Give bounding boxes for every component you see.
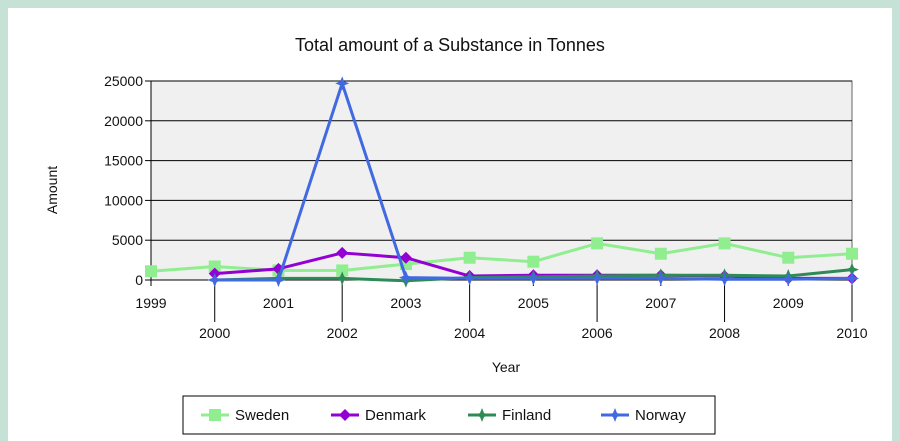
legend-item-norway: Norway <box>601 407 686 424</box>
data-point <box>653 271 668 286</box>
data-point <box>398 270 413 285</box>
legend-item-sweden: Sweden <box>201 407 289 424</box>
x-tick-label: 2007 <box>645 295 676 311</box>
data-point <box>335 76 350 91</box>
data-point <box>782 251 795 264</box>
x-tick-label: 2000 <box>199 325 230 341</box>
data-point <box>207 273 222 287</box>
data-point <box>591 237 604 250</box>
legend-label: Sweden <box>235 407 289 424</box>
y-axis: 0 5000 10000 15000 20000 25000 <box>104 73 152 288</box>
series-norway <box>207 76 859 287</box>
data-point <box>717 272 732 287</box>
data-point <box>336 264 349 277</box>
legend-item-finland: Finland <box>468 407 551 424</box>
data-point <box>208 260 221 273</box>
data-point <box>526 271 541 286</box>
x-tick-label: 2005 <box>518 295 549 311</box>
data-point <box>718 237 731 250</box>
y-tick-label: 0 <box>135 272 143 288</box>
x-tick-label: 2003 <box>390 295 421 311</box>
plot-area <box>150 80 853 281</box>
y-tick-label: 10000 <box>104 192 143 208</box>
data-point <box>145 265 157 278</box>
y-tick-label: 25000 <box>104 73 143 89</box>
legend: Sweden Denmark Finland Norway <box>182 395 716 435</box>
data-point <box>527 255 540 268</box>
data-point <box>335 271 350 286</box>
x-tick-label: 2002 <box>327 325 358 341</box>
x-tick-label: 2001 <box>263 295 294 311</box>
legend-swatch-marker <box>209 409 221 421</box>
legend-swatch-marker <box>339 409 351 421</box>
x-tick-label: 2004 <box>454 325 485 341</box>
data-point <box>845 271 859 286</box>
legend-swatch-marker <box>608 408 622 422</box>
chart: Total amount of a Substance in Tonnes 0 5… <box>44 35 868 435</box>
data-point <box>336 246 349 259</box>
x-tick-label: 2009 <box>773 295 804 311</box>
legend-swatch-marker <box>475 408 489 422</box>
legend-label: Denmark <box>365 407 426 424</box>
data-point <box>399 251 412 264</box>
legend-label: Finland <box>502 407 551 424</box>
data-point <box>590 271 605 286</box>
y-tick-label: 20000 <box>104 113 143 129</box>
legend-label: Norway <box>635 407 686 424</box>
y-tick-label: 5000 <box>112 232 143 248</box>
data-point <box>846 247 858 260</box>
x-tick-label: 1999 <box>135 295 166 311</box>
y-axis-title: Amount <box>44 166 60 214</box>
series-layer <box>145 76 859 288</box>
plot-background <box>150 80 853 281</box>
data-point <box>271 273 286 287</box>
data-point <box>463 251 476 264</box>
x-tick-label: 2010 <box>836 325 867 341</box>
x-tick-label: 2006 <box>582 325 613 341</box>
data-point <box>781 272 796 287</box>
x-axis-title: Year <box>492 359 521 375</box>
data-point <box>845 262 859 277</box>
y-tick-label: 15000 <box>104 153 143 169</box>
x-tick-label: 2008 <box>709 325 740 341</box>
chart-title: Total amount of a Substance in Tonnes <box>295 35 605 55</box>
x-axis: 1999 2000 2001 2002 2003 2004 2005 2006 2007 2008… <box>135 280 868 341</box>
data-point <box>654 247 667 260</box>
data-point <box>462 271 477 286</box>
legend-item-denmark: Denmark <box>331 407 426 424</box>
chart-frame: Total amount of a Substance in Tonnes 0 5… <box>8 8 892 441</box>
